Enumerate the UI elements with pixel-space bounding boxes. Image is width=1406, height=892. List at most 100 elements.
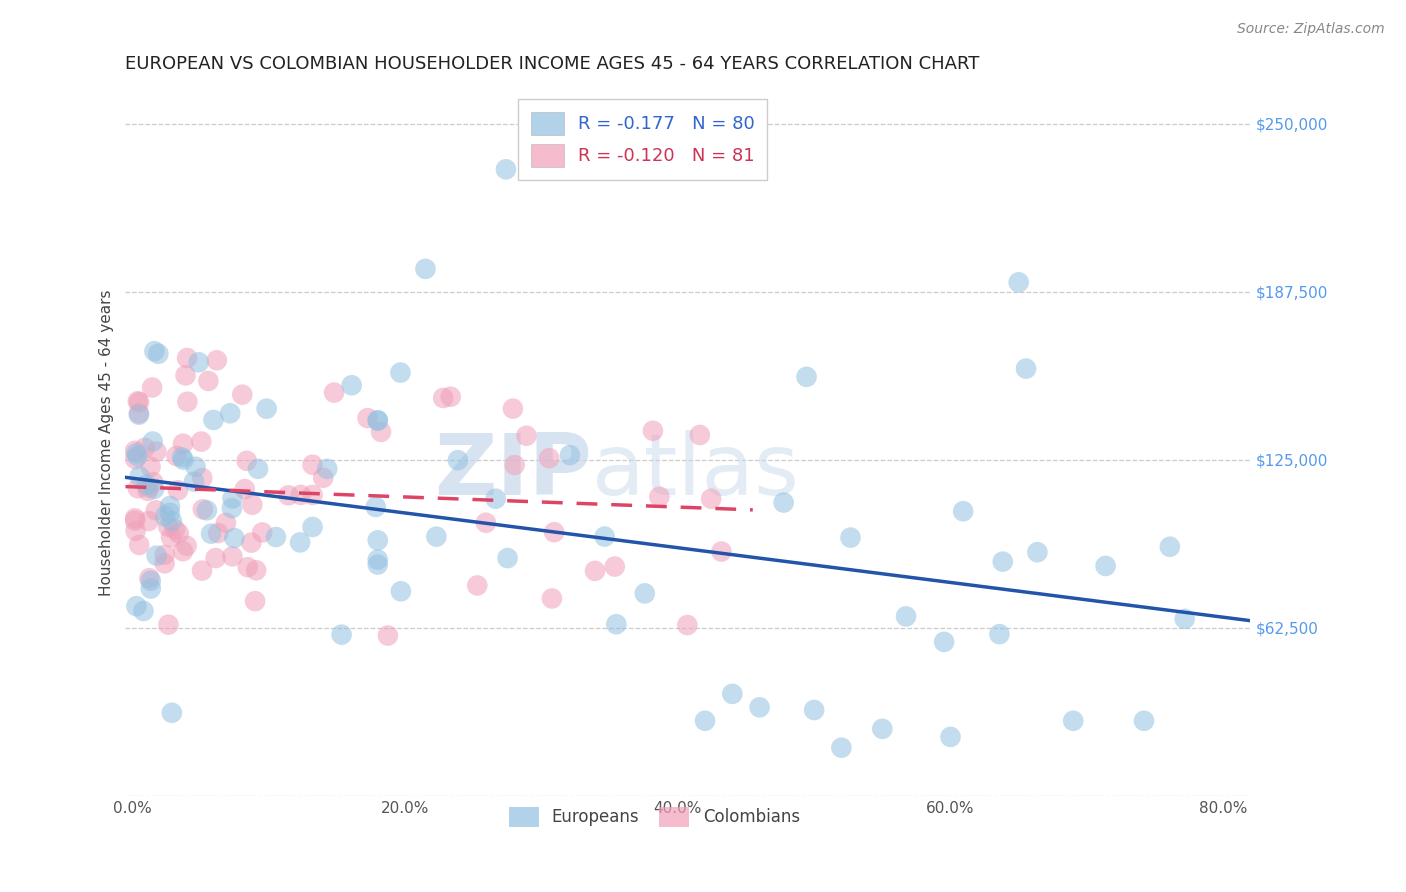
Point: [174, 368, 197, 383]
Point: [136, 483, 159, 498]
Point: [145, 503, 167, 517]
Point: [191, 502, 214, 516]
Point: [603, 559, 626, 574]
Point: [127, 449, 149, 463]
Point: [172, 436, 194, 450]
Point: [252, 525, 274, 540]
Point: [221, 501, 243, 516]
Point: [219, 406, 242, 420]
Point: [143, 482, 166, 496]
Point: [170, 450, 193, 465]
Point: [323, 385, 346, 400]
Point: [157, 519, 180, 533]
Point: [139, 459, 162, 474]
Point: [932, 635, 955, 649]
Point: [191, 471, 214, 485]
Point: [204, 551, 226, 566]
Point: [425, 530, 447, 544]
Point: [440, 390, 463, 404]
Point: [143, 344, 166, 359]
Point: [894, 609, 917, 624]
Point: [312, 471, 335, 485]
Point: [447, 453, 470, 467]
Point: [939, 730, 962, 744]
Point: [145, 549, 167, 563]
Point: [634, 586, 657, 600]
Point: [127, 481, 149, 495]
Point: [415, 261, 437, 276]
Point: [145, 444, 167, 458]
Point: [148, 347, 170, 361]
Point: [721, 687, 744, 701]
Point: [200, 526, 222, 541]
Point: [475, 516, 498, 530]
Point: [689, 428, 711, 442]
Point: [135, 477, 157, 491]
Point: [803, 703, 825, 717]
Point: [176, 539, 198, 553]
Point: [138, 571, 160, 585]
Legend: Europeans, Colombians: Europeans, Colombians: [502, 800, 807, 834]
Point: [1026, 545, 1049, 559]
Point: [389, 584, 412, 599]
Point: [190, 434, 212, 449]
Point: [330, 627, 353, 641]
Point: [367, 552, 389, 566]
Point: [224, 531, 246, 545]
Point: [641, 424, 664, 438]
Point: [1174, 612, 1197, 626]
Point: [236, 560, 259, 574]
Point: [187, 355, 209, 369]
Point: [124, 511, 146, 525]
Point: [264, 530, 287, 544]
Point: [432, 391, 454, 405]
Point: [367, 533, 389, 548]
Point: [221, 491, 243, 506]
Point: [243, 594, 266, 608]
Point: [872, 722, 894, 736]
Point: [176, 394, 198, 409]
Point: [485, 491, 508, 506]
Point: [124, 524, 146, 538]
Point: [1094, 558, 1116, 573]
Point: [153, 509, 176, 524]
Point: [1062, 714, 1084, 728]
Point: [153, 557, 176, 571]
Point: [364, 500, 387, 514]
Point: [167, 526, 190, 541]
Point: [183, 475, 205, 489]
Point: [772, 495, 794, 509]
Point: [247, 462, 270, 476]
Point: [195, 503, 218, 517]
Point: [605, 617, 627, 632]
Point: [127, 394, 149, 409]
Point: [593, 530, 616, 544]
Point: [176, 351, 198, 365]
Text: ZIP: ZIP: [434, 430, 592, 513]
Point: [538, 451, 561, 466]
Point: [496, 551, 519, 566]
Point: [356, 411, 378, 425]
Point: [139, 582, 162, 596]
Point: [231, 387, 253, 401]
Text: Source: ZipAtlas.com: Source: ZipAtlas.com: [1237, 22, 1385, 37]
Point: [991, 555, 1014, 569]
Point: [503, 458, 526, 472]
Point: [153, 548, 176, 562]
Point: [288, 535, 311, 549]
Point: [128, 469, 150, 483]
Point: [142, 475, 165, 490]
Point: [495, 162, 517, 177]
Point: [245, 563, 267, 577]
Point: [124, 514, 146, 528]
Point: [157, 617, 180, 632]
Point: [138, 480, 160, 494]
Point: [367, 558, 389, 572]
Point: [515, 428, 537, 442]
Point: [160, 514, 183, 528]
Point: [233, 482, 256, 496]
Point: [124, 452, 146, 467]
Point: [541, 591, 564, 606]
Point: [1008, 275, 1031, 289]
Point: [167, 483, 190, 498]
